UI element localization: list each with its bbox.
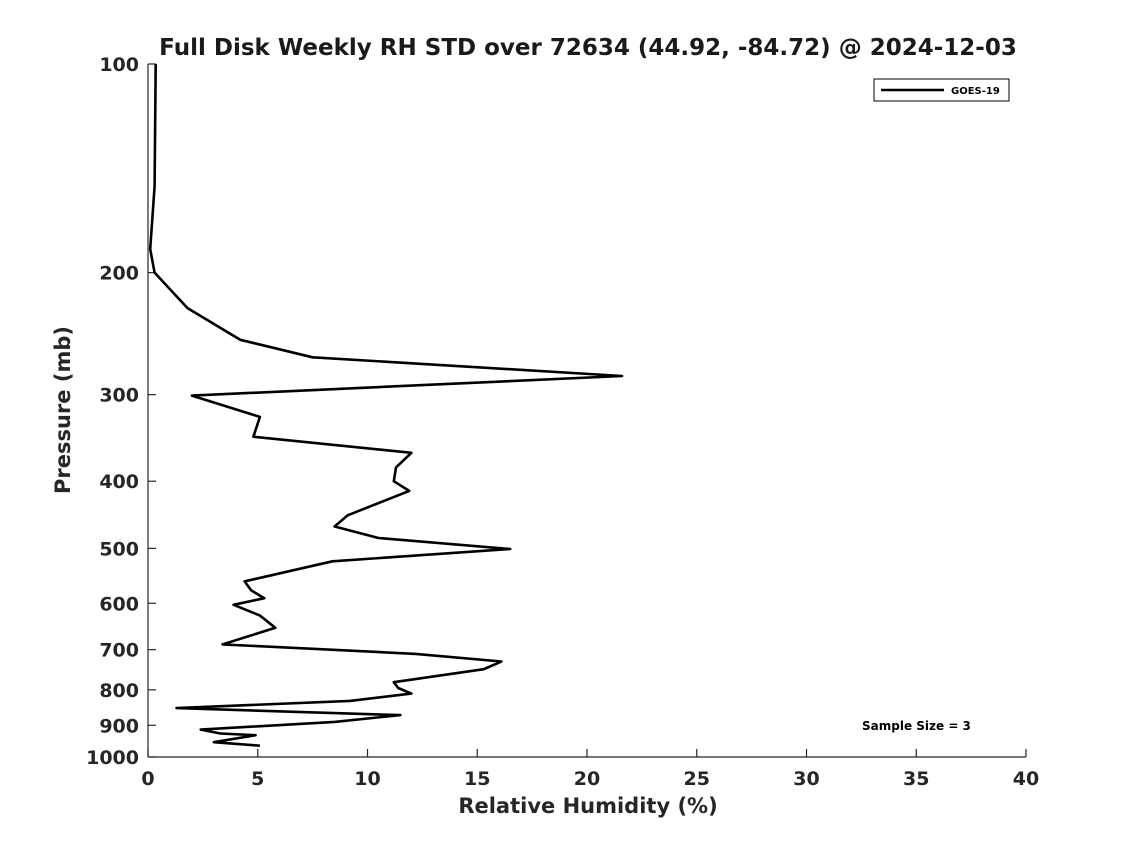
sample-size-annotation: Sample Size = 3 <box>862 719 971 733</box>
y-tick-label: 800 <box>99 680 139 702</box>
x-axis-ticks: 0 5 10 15 20 25 30 35 40 <box>141 749 1039 790</box>
y-tick-label: 100 <box>99 54 139 76</box>
y-tick-label: 900 <box>99 715 139 737</box>
y-tick-label: 700 <box>99 640 139 662</box>
series-line-goes-19 <box>148 63 624 747</box>
y-axis-label: Pressure (mb) <box>51 326 75 494</box>
y-axis-ticks: 100 200 300 400 500 600 700 800 900 1000 <box>86 54 156 769</box>
x-tick-label: 25 <box>684 768 710 790</box>
x-tick-label: 5 <box>251 768 264 790</box>
x-axis-label: Relative Humidity (%) <box>458 794 717 818</box>
y-tick-label: 300 <box>99 385 139 407</box>
x-tick-label: 40 <box>1013 768 1039 790</box>
y-tick-label: 1000 <box>86 747 139 769</box>
y-tick-label: 400 <box>99 471 139 493</box>
x-tick-label: 35 <box>903 768 929 790</box>
legend-label-goes-19: GOES-19 <box>951 86 1000 97</box>
x-tick-label: 15 <box>464 768 490 790</box>
y-tick-label: 500 <box>99 538 139 560</box>
x-tick-label: 30 <box>793 768 819 790</box>
plot-area: 0 5 10 15 20 25 30 35 40 100 200 300 400 500 600 700 80… <box>86 54 1039 790</box>
y-tick-label: 600 <box>99 593 139 615</box>
x-tick-label: 20 <box>574 768 600 790</box>
x-tick-label: 0 <box>141 768 154 790</box>
y-tick-label: 200 <box>99 263 139 285</box>
x-tick-label: 10 <box>354 768 380 790</box>
legend: GOES-19 <box>873 78 1010 102</box>
chart-title: Full Disk Weekly RH STD over 72634 (44.9… <box>159 35 1017 61</box>
